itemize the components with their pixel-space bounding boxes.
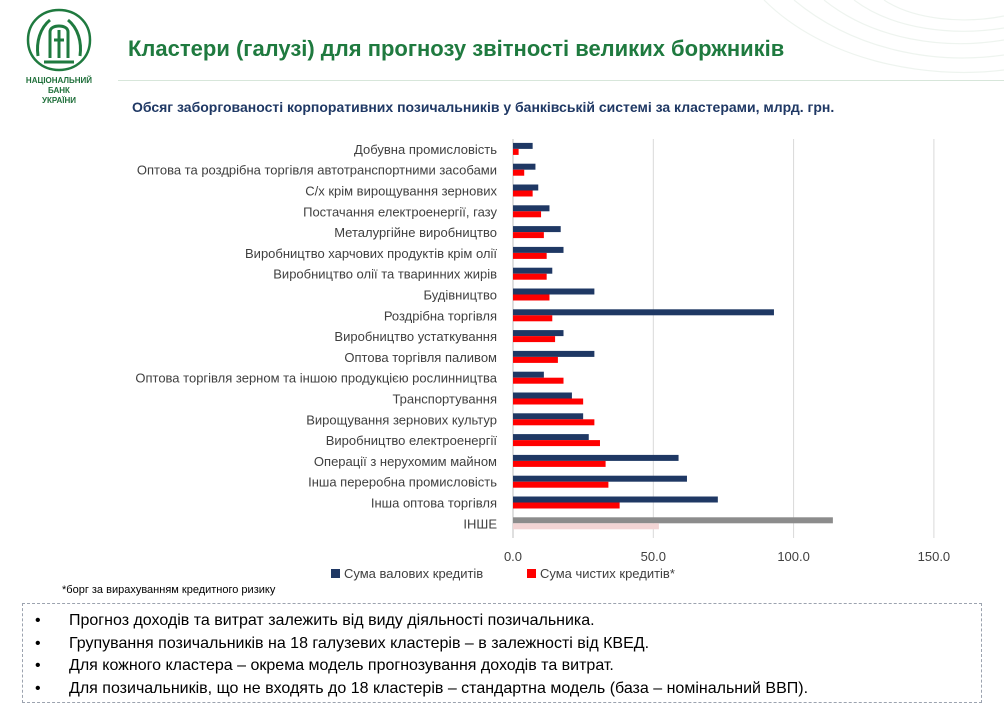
bullet-text: Групування позичальників на 18 галузевих… <box>69 634 650 652</box>
bar-net <box>513 148 519 155</box>
category-label: Постачання електроенергії, газу <box>303 204 497 219</box>
bullet-text: Для позичальників, що не входять до 18 к… <box>69 679 809 697</box>
bar-gross <box>513 163 536 170</box>
bullet-item: • Для позичальників, що не входять до 18 … <box>23 678 981 701</box>
nbu-emblem-icon <box>26 8 92 72</box>
bar-net <box>513 440 600 447</box>
category-label: С/х крім вирощування зернових <box>305 184 497 199</box>
bullet-item: • Прогноз доходів та витрат залежить від … <box>23 610 981 633</box>
category-label: Виробництво електроенергії <box>326 433 498 448</box>
bar-net <box>513 190 533 197</box>
bar-net <box>513 273 547 280</box>
bar-net <box>513 419 595 426</box>
bullet-marker: • <box>35 634 41 652</box>
bar-gross <box>513 496 718 503</box>
x-tick-label: 50.0 <box>641 549 666 564</box>
bullet-text: Прогноз доходів та витрат залежить від в… <box>69 612 595 629</box>
category-label: Вирощування зернових культур <box>306 412 497 427</box>
bullet-item: • Для кожного кластера – окрема модель пр… <box>23 655 981 678</box>
bar-net <box>513 169 525 176</box>
category-label: Інша оптова торгівля <box>371 496 497 511</box>
category-label: Інша переробна промисловість <box>308 475 497 490</box>
category-label: Будівництво <box>423 288 497 303</box>
bar-net <box>513 523 659 530</box>
bullet-text: Для кожного кластера – окрема модель про… <box>69 657 614 674</box>
x-tick-label: 150.0 <box>918 549 951 564</box>
bar-net <box>513 502 620 509</box>
nbu-logo: НАЦІОНАЛЬНИЙ БАНК УКРАЇНИ <box>14 6 104 114</box>
logo-line-2: БАНК <box>48 86 70 95</box>
legend-swatch-net <box>527 569 536 578</box>
bar-net <box>513 232 544 239</box>
bar-gross <box>513 267 553 274</box>
bar-net <box>513 252 547 259</box>
chart-subtitle: Обсяг заборгованості корпоративних позич… <box>132 99 835 115</box>
logo-line-1: НАЦІОНАЛЬНИЙ <box>25 76 93 85</box>
bullet-marker: • <box>35 657 41 674</box>
legend-swatch-gross <box>331 569 340 578</box>
bullet-marker: • <box>35 612 41 629</box>
title-divider <box>118 80 1004 81</box>
page-title: Кластери (галузі) для прогнозу звітності… <box>128 36 785 61</box>
bar-gross <box>513 454 679 461</box>
category-label: Добувна промисловість <box>354 142 497 157</box>
category-label: Оптова та роздрібна торгівля автотранспо… <box>137 163 497 178</box>
category-label: Операції з нерухомим майном <box>314 454 497 469</box>
category-label: Роздрібна торгівля <box>384 308 497 323</box>
category-label: Металургійне виробництво <box>334 225 497 240</box>
bar-gross <box>513 330 564 337</box>
bar-gross <box>513 288 595 295</box>
x-tick-label: 0.0 <box>504 549 522 564</box>
category-label: Виробництво олії та тваринних жирів <box>273 267 497 282</box>
bullet-item: • Групування позичальників на 18 галузеви… <box>23 633 981 656</box>
x-tick-label: 100.0 <box>777 549 810 564</box>
bar-gross <box>513 226 561 233</box>
bar-gross <box>513 246 564 253</box>
legend-label-net: Сума чистих кредитів* <box>540 566 675 581</box>
footnote: *борг за вирахуванням кредитного ризику <box>62 584 276 596</box>
bar-gross <box>513 184 539 191</box>
bar-chart: 0.0 50.0 100.0 150.0 Добувна промисловість Оп… <box>135 139 951 581</box>
bar-gross <box>513 413 584 420</box>
bullet-box: • Прогноз доходів та витрат залежить від … <box>22 603 982 703</box>
logo-line-3: УКРАЇНИ <box>41 96 76 105</box>
category-label: Транспортування <box>392 392 497 407</box>
bar-net <box>513 294 550 301</box>
bar-gross <box>513 142 533 149</box>
bar-gross <box>513 475 687 482</box>
bar-net <box>513 315 553 322</box>
bullet-list: • Прогноз доходів та витрат залежить від … <box>23 604 981 700</box>
bar-net <box>513 377 564 384</box>
category-label: Виробництво харчових продуктів крім олії <box>245 246 497 261</box>
bar-net <box>513 211 542 218</box>
bar-net <box>513 336 556 343</box>
bar-net <box>513 481 609 488</box>
bullet-marker: • <box>35 679 41 697</box>
bar-gross <box>513 434 589 441</box>
legend-label-gross: Сума валових кредитів <box>344 566 483 581</box>
bar-gross <box>513 371 544 378</box>
category-label: Оптова торгівля паливом <box>344 350 497 365</box>
decorative-arcs <box>763 0 1004 74</box>
bar-gross <box>513 309 774 316</box>
bar-net <box>513 356 558 363</box>
bar-gross <box>513 205 550 212</box>
category-label: Виробництво устаткування <box>334 329 497 344</box>
category-label: Оптова торгівля зерном та іншою продукці… <box>135 371 497 386</box>
bar-gross <box>513 350 595 357</box>
bar-net <box>513 398 584 405</box>
bar-net <box>513 460 606 467</box>
bar-gross <box>513 392 572 399</box>
bar-gross <box>513 517 833 524</box>
category-label: ІНШЕ <box>463 516 497 531</box>
